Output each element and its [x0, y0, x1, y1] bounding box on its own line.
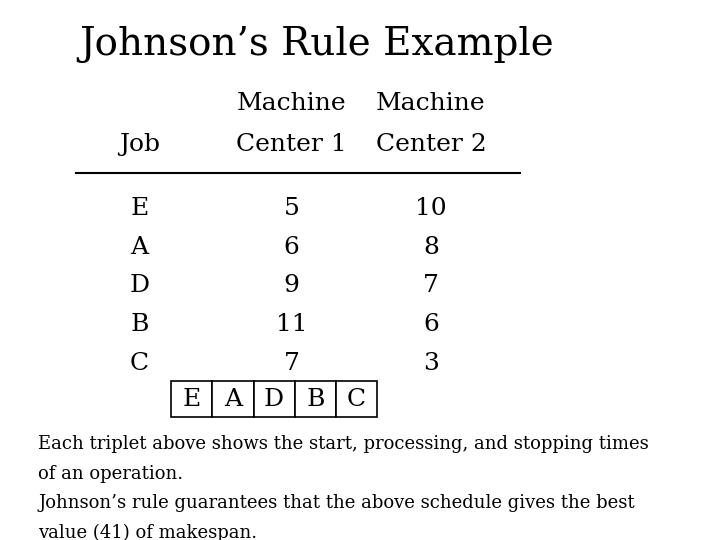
Text: Johnson’s Rule Example: Johnson’s Rule Example — [79, 26, 554, 63]
Text: B: B — [130, 313, 148, 336]
Text: C: C — [130, 352, 149, 375]
Text: 9: 9 — [284, 274, 300, 298]
Text: 3: 3 — [423, 352, 439, 375]
Text: 7: 7 — [423, 274, 439, 298]
Text: Each triplet above shows the start, processing, and stopping times: Each triplet above shows the start, proc… — [38, 435, 649, 453]
Text: Machine: Machine — [237, 91, 346, 114]
Bar — [253, 381, 294, 417]
Text: Machine: Machine — [376, 91, 486, 114]
Bar — [171, 381, 212, 417]
Text: D: D — [264, 388, 284, 411]
Text: D: D — [130, 274, 150, 298]
Bar — [336, 381, 377, 417]
Text: A: A — [224, 388, 242, 411]
Text: 7: 7 — [284, 352, 300, 375]
Text: Center 2: Center 2 — [376, 133, 486, 156]
Text: of an operation.: of an operation. — [38, 464, 183, 483]
Text: E: E — [183, 388, 201, 411]
Text: E: E — [130, 197, 148, 220]
Text: 8: 8 — [423, 236, 439, 259]
Bar — [294, 381, 336, 417]
Text: value (41) of makespan.: value (41) of makespan. — [38, 523, 257, 540]
Text: B: B — [306, 388, 325, 411]
Text: 11: 11 — [276, 313, 307, 336]
Text: Johnson’s rule guarantees that the above schedule gives the best: Johnson’s rule guarantees that the above… — [38, 494, 634, 512]
Bar — [212, 381, 253, 417]
Text: 6: 6 — [284, 236, 300, 259]
Text: 5: 5 — [284, 197, 300, 220]
Text: C: C — [347, 388, 366, 411]
Text: Job: Job — [119, 133, 160, 156]
Text: A: A — [130, 236, 148, 259]
Text: 10: 10 — [415, 197, 447, 220]
Text: 6: 6 — [423, 313, 439, 336]
Text: Center 1: Center 1 — [236, 133, 347, 156]
